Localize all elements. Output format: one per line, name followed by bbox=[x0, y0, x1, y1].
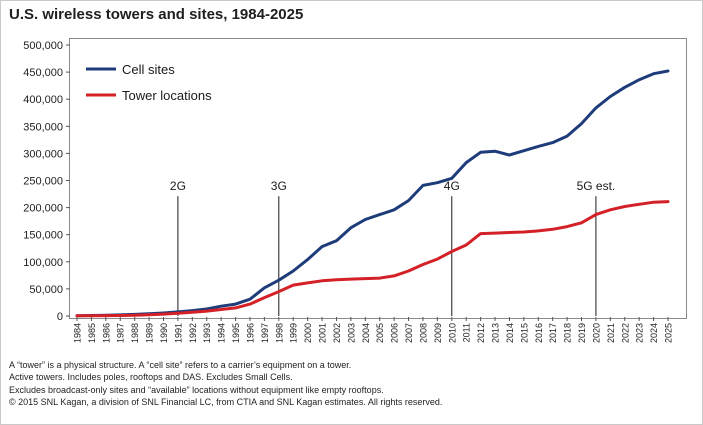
y-tick-label: 0 bbox=[57, 311, 63, 323]
y-tick-label: 400,000 bbox=[23, 94, 63, 106]
y-tick-label: 500,000 bbox=[23, 40, 63, 52]
x-tick-label: 2025 bbox=[664, 323, 674, 343]
y-tick-label: 200,000 bbox=[23, 203, 63, 215]
x-tick-label: 2008 bbox=[418, 323, 428, 343]
x-tick-label: 1986 bbox=[101, 323, 111, 343]
x-tick-label: 1995 bbox=[231, 323, 241, 343]
x-tick-label: 2013 bbox=[491, 323, 501, 343]
y-tick-label: 100,000 bbox=[23, 257, 63, 269]
x-tick-label: 2015 bbox=[519, 323, 529, 343]
x-tick-label: 2004 bbox=[361, 323, 371, 343]
note-line-2: Active towers. Includes poles, rooftops … bbox=[9, 372, 293, 383]
generation-marker-label: 3G bbox=[271, 179, 287, 193]
x-tick-label: 1984 bbox=[73, 323, 83, 343]
x-tick-label: 1999 bbox=[289, 323, 299, 343]
x-tick-label: 2022 bbox=[620, 323, 630, 343]
x-tick-label: 2000 bbox=[303, 323, 313, 343]
x-tick-label: 1998 bbox=[274, 323, 284, 343]
chart-notes: A “tower” is a physical structure. A “ce… bbox=[9, 359, 442, 409]
y-tick-label: 250,000 bbox=[23, 176, 63, 188]
x-tick-label: 1996 bbox=[245, 323, 255, 343]
generation-marker-label: 2G bbox=[170, 179, 186, 193]
x-tick-label: 2001 bbox=[318, 323, 328, 343]
x-tick-label: 2002 bbox=[332, 323, 342, 343]
x-tick-label: 1994 bbox=[217, 323, 227, 343]
note-line-4: © 2015 SNL Kagan, a division of SNL Fina… bbox=[9, 397, 443, 408]
x-tick-label: 2007 bbox=[404, 323, 414, 343]
x-tick-label: 1993 bbox=[202, 323, 212, 343]
x-tick-label: 2016 bbox=[534, 323, 544, 343]
x-tick-label: 2005 bbox=[375, 323, 385, 343]
y-tick-label: 350,000 bbox=[23, 121, 63, 133]
x-tick-label: 1991 bbox=[173, 323, 183, 343]
x-tick-label: 1997 bbox=[260, 323, 270, 343]
generation-marker-label: 5G est. bbox=[577, 179, 616, 193]
generation-marker-label: 4G bbox=[444, 179, 460, 193]
x-tick-label: 2003 bbox=[346, 323, 356, 343]
x-tick-label: 2014 bbox=[505, 323, 515, 343]
x-tick-label: 1988 bbox=[130, 323, 140, 343]
x-tick-label: 2017 bbox=[548, 323, 558, 343]
note-line-1: A “tower” is a physical structure. A “ce… bbox=[9, 360, 352, 370]
x-tick-label: 1985 bbox=[87, 323, 97, 343]
y-tick-label: 300,000 bbox=[23, 148, 63, 160]
x-tick-label: 2018 bbox=[563, 323, 573, 343]
chart-title: U.S. wireless towers and sites, 1984-202… bbox=[9, 6, 304, 23]
x-tick-label: 1987 bbox=[116, 323, 126, 343]
x-tick-label: 2012 bbox=[476, 323, 486, 343]
x-tick-label: 2009 bbox=[433, 323, 443, 343]
legend-label: Tower locations bbox=[122, 88, 212, 103]
series-line-2 bbox=[75, 200, 670, 318]
plot-area bbox=[69, 38, 687, 319]
x-tick-label: 2021 bbox=[606, 323, 616, 343]
x-tick-label: 2006 bbox=[390, 323, 400, 343]
y-tick-label: 450,000 bbox=[23, 67, 63, 79]
y-tick-label: 150,000 bbox=[23, 230, 63, 242]
x-tick-label: 1989 bbox=[145, 323, 155, 343]
y-tick-label: 50,000 bbox=[29, 284, 63, 296]
x-tick-label: 2011 bbox=[462, 323, 472, 342]
legend-label: Cell sites bbox=[122, 62, 175, 77]
note-line-3: Excludes broadcast-only sites and “avail… bbox=[9, 384, 384, 395]
x-tick-label: 2020 bbox=[591, 323, 601, 343]
x-tick-label: 1992 bbox=[188, 323, 198, 343]
x-tick-label: 2023 bbox=[635, 323, 645, 343]
x-tick-label: 2010 bbox=[447, 323, 457, 343]
x-tick-label: 2024 bbox=[649, 323, 659, 343]
x-tick-label: 2019 bbox=[577, 323, 587, 343]
x-tick-label: 1990 bbox=[159, 323, 169, 343]
